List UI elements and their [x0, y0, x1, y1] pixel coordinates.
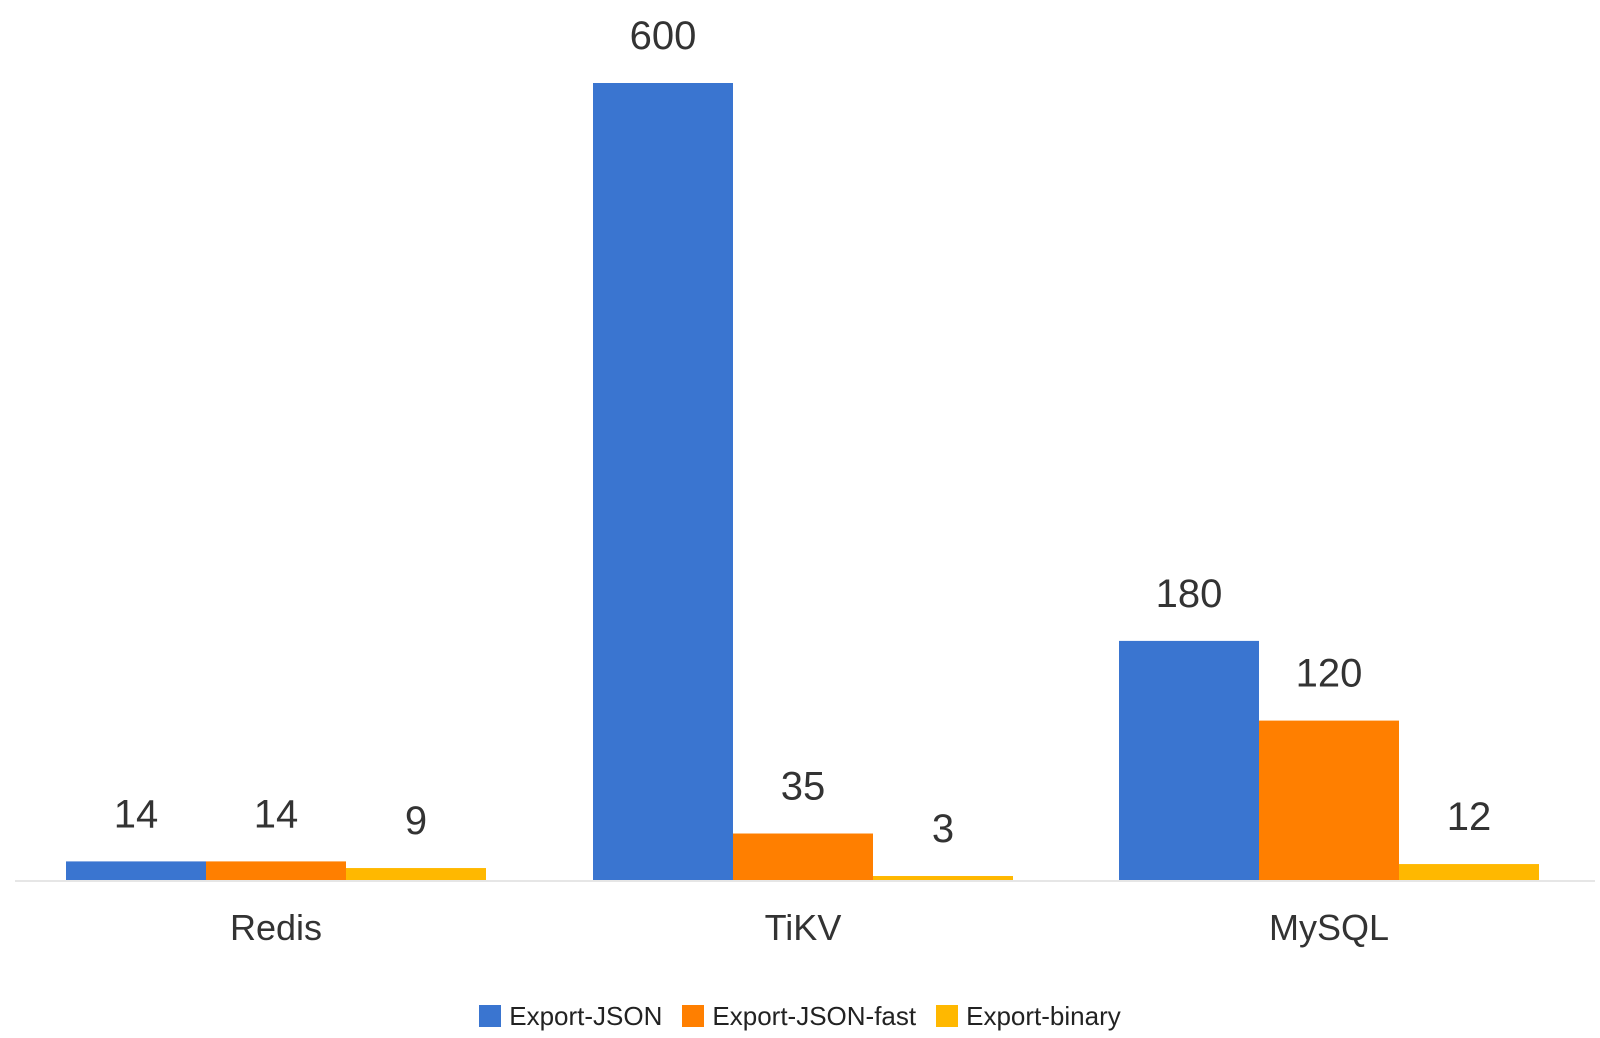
bar-tikv-export-json-fast	[733, 833, 873, 880]
bar-tikv-export-json	[593, 83, 733, 880]
value-label-mysql-export-json: 180	[1156, 572, 1223, 616]
bar-redis-export-json-fast	[206, 861, 346, 880]
value-labels-layer: 14 14 9 600 35 3 180 120 12	[114, 14, 1492, 851]
category-label-redis: Redis	[230, 907, 322, 948]
category-label-tikv: TiKV	[765, 907, 842, 948]
value-label-mysql-export-json-fast: 120	[1296, 652, 1363, 696]
bar-mysql-export-json	[1119, 640, 1259, 880]
legend-item-export-json-fast: Export-JSON-fast	[682, 1001, 916, 1032]
legend: Export-JSON Export-JSON-fast Export-binary	[0, 994, 1600, 1038]
value-label-tikv-export-json: 600	[630, 14, 697, 58]
legend-swatch-export-json-fast	[682, 1005, 705, 1027]
bar-redis-export-json	[66, 861, 206, 880]
legend-swatch-export-binary	[936, 1005, 959, 1027]
legend-label-export-binary: Export-binary	[966, 1000, 1121, 1031]
legend-swatch-export-json	[479, 1005, 502, 1027]
bar-redis-export-binary	[346, 868, 486, 880]
legend-label-export-json: Export-JSON	[509, 1000, 663, 1031]
legend-label-export-json-fast: Export-JSON-fast	[712, 1000, 917, 1031]
value-label-tikv-export-json-fast: 35	[781, 765, 826, 809]
value-label-mysql-export-binary: 12	[1447, 795, 1492, 839]
bars-layer	[66, 83, 1539, 880]
legend-item-export-binary: Export-binary	[936, 1001, 1121, 1032]
category-label-mysql: MySQL	[1269, 907, 1389, 948]
category-labels-layer: Redis TiKV MySQL	[230, 907, 1389, 948]
value-label-redis-export-json: 14	[114, 792, 159, 836]
chart-canvas: 14 14 9 600 35 3 180 120 12 Redis TiKV MySQL	[15, 14, 1595, 948]
value-label-redis-export-json-fast: 14	[254, 792, 299, 836]
bar-mysql-export-binary	[1399, 864, 1539, 880]
value-label-redis-export-binary: 9	[405, 799, 427, 843]
value-label-tikv-export-binary: 3	[932, 807, 954, 851]
legend-item-export-json: Export-JSON	[479, 1001, 662, 1032]
bar-mysql-export-json-fast	[1259, 720, 1399, 880]
bar-tikv-export-binary	[873, 876, 1013, 880]
